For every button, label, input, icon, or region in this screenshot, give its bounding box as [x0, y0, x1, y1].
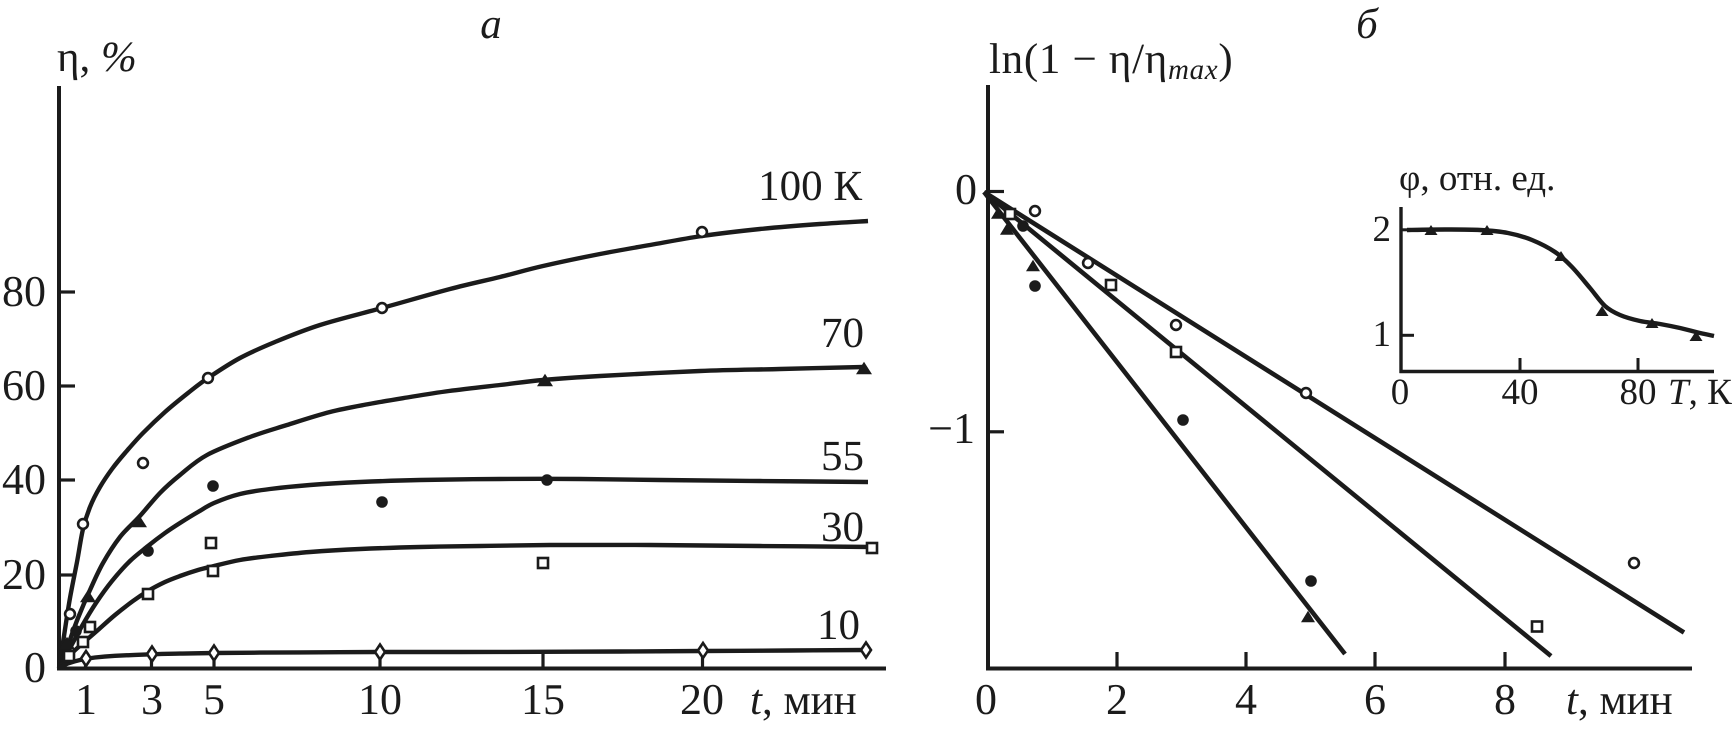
svg-text:а: а: [480, 1, 502, 48]
svg-text:φ, отн. ед.: φ, отн. ед.: [1399, 158, 1555, 199]
svg-text:30: 30: [821, 504, 864, 551]
svg-text:t, мин: t, мин: [750, 677, 857, 724]
svg-text:40: 40: [1502, 372, 1539, 413]
svg-text:2: 2: [1106, 675, 1128, 724]
svg-text:0: 0: [1391, 372, 1410, 413]
svg-text:8: 8: [1494, 675, 1516, 724]
svg-text:15: 15: [521, 675, 565, 724]
svg-text:2: 2: [1373, 209, 1392, 250]
svg-text:−1: −1: [928, 404, 975, 453]
svg-text:6: 6: [1364, 675, 1386, 724]
svg-text:10: 10: [817, 602, 860, 649]
svg-text:40: 40: [2, 455, 46, 504]
svg-text:0: 0: [975, 675, 997, 724]
svg-text:20: 20: [2, 550, 46, 599]
svg-text:4: 4: [1235, 675, 1257, 724]
svg-text:60: 60: [2, 361, 46, 410]
svg-text:T, К: T, К: [1668, 372, 1732, 413]
svg-text:80: 80: [2, 267, 46, 316]
svg-text:20: 20: [680, 675, 724, 724]
svg-text:55: 55: [821, 433, 864, 480]
svg-text:70: 70: [821, 310, 864, 357]
svg-text:10: 10: [358, 675, 402, 724]
svg-text:η, %: η, %: [57, 34, 137, 81]
svg-text:1: 1: [1373, 314, 1392, 355]
svg-text:t, мин: t, мин: [1566, 677, 1673, 724]
svg-text:б: б: [1356, 1, 1379, 48]
svg-text:80: 80: [1620, 372, 1657, 413]
svg-text:1: 1: [75, 675, 97, 724]
svg-text:5: 5: [203, 675, 225, 724]
svg-text:0: 0: [955, 165, 977, 214]
svg-text:0: 0: [24, 643, 46, 692]
svg-text:100 К: 100 К: [758, 163, 862, 210]
svg-text:3: 3: [141, 675, 163, 724]
